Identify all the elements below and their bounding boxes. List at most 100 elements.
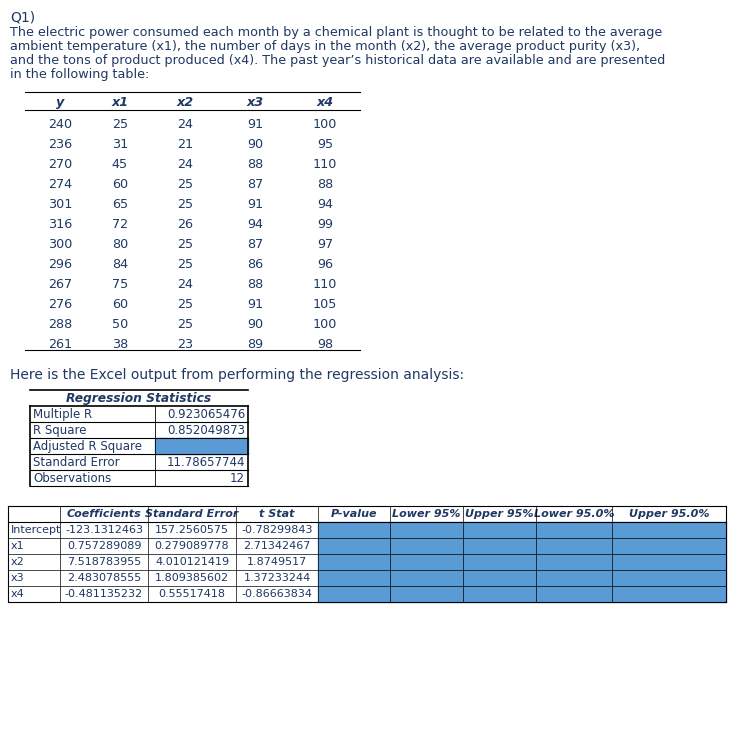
Text: 88: 88	[317, 178, 333, 191]
Text: 274: 274	[48, 178, 72, 191]
Text: Observations: Observations	[33, 471, 112, 485]
Bar	[318, 538, 726, 554]
Text: 45: 45	[112, 158, 128, 171]
Text: Standard Error: Standard Error	[33, 456, 120, 468]
Text: 0.923065476: 0.923065476	[167, 408, 245, 420]
Bar	[155, 438, 248, 454]
Text: Here is the Excel output from performing the regression analysis:: Here is the Excel output from performing…	[10, 368, 464, 382]
Text: in the following table:: in the following table:	[10, 68, 150, 81]
Text: 25: 25	[177, 318, 193, 331]
Text: 316: 316	[48, 218, 72, 231]
Text: 288: 288	[48, 318, 72, 331]
Text: 110: 110	[313, 158, 337, 171]
Text: 236: 236	[48, 138, 72, 151]
Text: 91: 91	[247, 298, 263, 311]
Text: 12: 12	[230, 471, 245, 485]
Text: 100: 100	[313, 118, 337, 131]
Text: 157.2560575: 157.2560575	[155, 525, 229, 535]
Text: 60: 60	[112, 298, 128, 311]
Text: 4.010121419: 4.010121419	[155, 557, 229, 567]
Text: 25: 25	[177, 198, 193, 211]
Text: x3: x3	[247, 96, 264, 109]
Text: 96: 96	[317, 258, 333, 271]
Text: 267: 267	[48, 278, 72, 291]
Text: 0.852049873: 0.852049873	[167, 423, 245, 437]
Text: Upper 95%: Upper 95%	[465, 509, 534, 519]
Text: 21: 21	[177, 138, 193, 151]
Text: 25: 25	[177, 238, 193, 251]
Bar	[318, 554, 726, 570]
Text: 97: 97	[317, 238, 333, 251]
Text: 11.78657744: 11.78657744	[167, 456, 245, 468]
Text: 98: 98	[317, 338, 333, 351]
Text: 100: 100	[313, 318, 337, 331]
Text: x4: x4	[316, 96, 333, 109]
Bar	[318, 586, 726, 602]
Text: 89: 89	[247, 338, 263, 351]
Text: 88: 88	[247, 278, 263, 291]
Text: 25: 25	[177, 258, 193, 271]
Text: Adjusted R Square: Adjusted R Square	[33, 440, 142, 453]
Text: 95: 95	[317, 138, 333, 151]
Text: 0.55517418: 0.55517418	[159, 589, 225, 599]
Text: ambient temperature (x1), the number of days in the month (x2), the average prod: ambient temperature (x1), the number of …	[10, 40, 640, 53]
Text: 87: 87	[247, 178, 263, 191]
Text: 240: 240	[48, 118, 72, 131]
Text: 0.757289089: 0.757289089	[67, 541, 141, 551]
Text: R Square: R Square	[33, 423, 87, 437]
Text: 90: 90	[247, 318, 263, 331]
Text: 23: 23	[177, 338, 193, 351]
Text: 1.37233244: 1.37233244	[244, 573, 310, 583]
Text: 87: 87	[247, 238, 263, 251]
Text: Upper 95.0%: Upper 95.0%	[629, 509, 709, 519]
Text: 2.71342467: 2.71342467	[243, 541, 310, 551]
Text: 26: 26	[177, 218, 193, 231]
Text: 261: 261	[48, 338, 72, 351]
Text: 25: 25	[112, 118, 128, 131]
Text: -0.78299843: -0.78299843	[241, 525, 313, 535]
Text: Coefficients: Coefficients	[67, 509, 142, 519]
Text: 75: 75	[112, 278, 128, 291]
Text: 91: 91	[247, 118, 263, 131]
Text: P-value: P-value	[331, 509, 377, 519]
Text: 24: 24	[177, 118, 193, 131]
Text: y: y	[56, 96, 64, 109]
Text: 25: 25	[177, 178, 193, 191]
Text: 24: 24	[177, 158, 193, 171]
Text: 270: 270	[48, 158, 72, 171]
Text: 110: 110	[313, 278, 337, 291]
Text: 86: 86	[247, 258, 263, 271]
Text: 1.8749517: 1.8749517	[247, 557, 307, 567]
Text: x3: x3	[11, 573, 25, 583]
Text: Multiple R: Multiple R	[33, 408, 92, 420]
Bar	[318, 522, 726, 538]
Text: 94: 94	[247, 218, 263, 231]
Text: 300: 300	[48, 238, 72, 251]
Text: 105: 105	[313, 298, 337, 311]
Text: 80: 80	[112, 238, 128, 251]
Text: 91: 91	[247, 198, 263, 211]
Text: 99: 99	[317, 218, 333, 231]
Text: x2: x2	[176, 96, 194, 109]
Text: 296: 296	[48, 258, 72, 271]
Text: 0.279089778: 0.279089778	[155, 541, 229, 551]
Text: Lower 95.0%: Lower 95.0%	[534, 509, 614, 519]
Text: -0.481135232: -0.481135232	[65, 589, 143, 599]
Text: 2.483078555: 2.483078555	[67, 573, 141, 583]
Text: 72: 72	[112, 218, 128, 231]
Text: x4: x4	[11, 589, 25, 599]
Text: 88: 88	[247, 158, 263, 171]
Text: 90: 90	[247, 138, 263, 151]
Text: Lower 95%: Lower 95%	[392, 509, 461, 519]
Text: 50: 50	[112, 318, 128, 331]
Text: x1: x1	[112, 96, 128, 109]
Text: The electric power consumed each month by a chemical plant is thought to be rela: The electric power consumed each month b…	[10, 26, 662, 39]
Text: 25: 25	[177, 298, 193, 311]
Text: Regression Statistics: Regression Statistics	[67, 391, 211, 405]
Text: x1: x1	[11, 541, 25, 551]
Text: 84: 84	[112, 258, 128, 271]
Text: -0.86663834: -0.86663834	[241, 589, 313, 599]
Text: 31: 31	[112, 138, 128, 151]
Text: -123.1312463: -123.1312463	[65, 525, 143, 535]
Text: Intercept: Intercept	[11, 525, 62, 535]
